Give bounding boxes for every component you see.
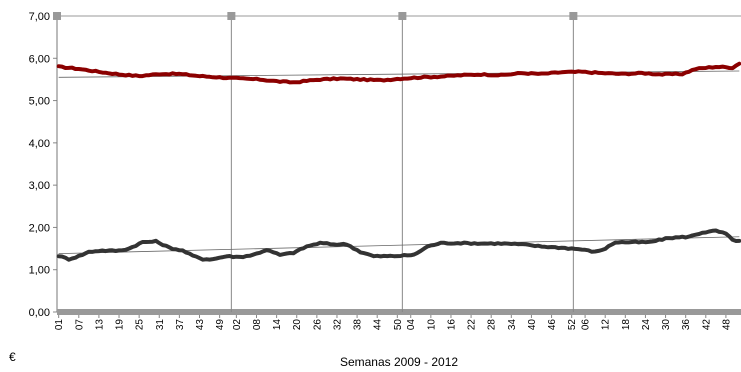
x-tick-label: 04 [406,319,417,331]
y-tick-label: 0,00 [29,307,50,319]
x-tick-label: 28 [487,319,498,331]
x-tick-label: 36 [681,319,692,331]
y-tick-label: 4,00 [29,138,50,150]
y-tick-label: 3,00 [29,180,50,192]
x-tick-label: 02 [232,319,243,331]
x-tick-label: 38 [353,319,364,331]
y-tick-label: 7,00 [29,11,50,23]
x-tick-label: 19 [115,319,126,331]
x-tick-label: 44 [373,319,384,331]
x-tick-label: 13 [94,319,105,331]
x-tick-label: 07 [74,319,85,331]
x-tick-label: 49 [215,319,226,331]
x-tick-label: 32 [332,319,343,331]
x-tick-label: 48 [721,319,732,331]
x-axis-baseline [57,309,741,315]
x-tick-label: 16 [446,319,457,331]
x-tick-label: 10 [426,319,437,331]
x-axis-title: Semanas 2009 - 2012 [340,355,458,369]
x-tick-label: 08 [252,319,263,331]
x-tick-label: 24 [641,319,652,331]
year-separator-marker [398,12,407,20]
series-line-1 [56,61,741,85]
plot-area [53,12,741,312]
x-tick-label: 31 [155,319,166,331]
year-separator-marker [227,12,236,20]
x-tick-label: 34 [507,319,518,331]
x-tick-label: 14 [272,319,283,331]
x-tick-label: 12 [601,319,612,331]
x-tick-label: 42 [701,319,712,331]
y-axis: 0,00 1,00 2,00 3,00 4,00 5,00 6,00 7,00 [29,11,58,319]
x-tick-label: 46 [547,319,558,331]
x-tick-label: 22 [467,319,478,331]
x-tick-label: 20 [292,319,303,331]
y-tick-label: 6,00 [29,53,50,65]
x-axis: 01 07 13 19 25 31 37 43 49 02 08 14 20 26 32 38 44 50 04 10… [54,309,741,330]
x-tick-label: 40 [527,319,538,331]
y-tick-label: 5,00 [29,96,50,108]
x-tick-label: 18 [621,319,632,331]
x-tick-label: 25 [135,319,146,331]
y-tick-label: 2,00 [29,222,50,234]
x-tick-label: 50 [393,319,404,331]
x-tick-label: 43 [195,319,206,331]
axis-corner-marker [53,12,61,20]
x-tick-label: 06 [581,319,592,331]
year-separator-marker [569,12,578,20]
x-tick-label: 37 [175,319,186,331]
y-tick-label: 1,00 [29,265,50,277]
x-tick-label: 30 [661,319,672,331]
y-axis-unit: € [9,350,16,364]
series-line-2 [56,228,741,262]
x-tick-label: 01 [54,319,65,331]
x-tick-label: 52 [567,319,578,331]
x-tick-label: 26 [312,319,323,331]
